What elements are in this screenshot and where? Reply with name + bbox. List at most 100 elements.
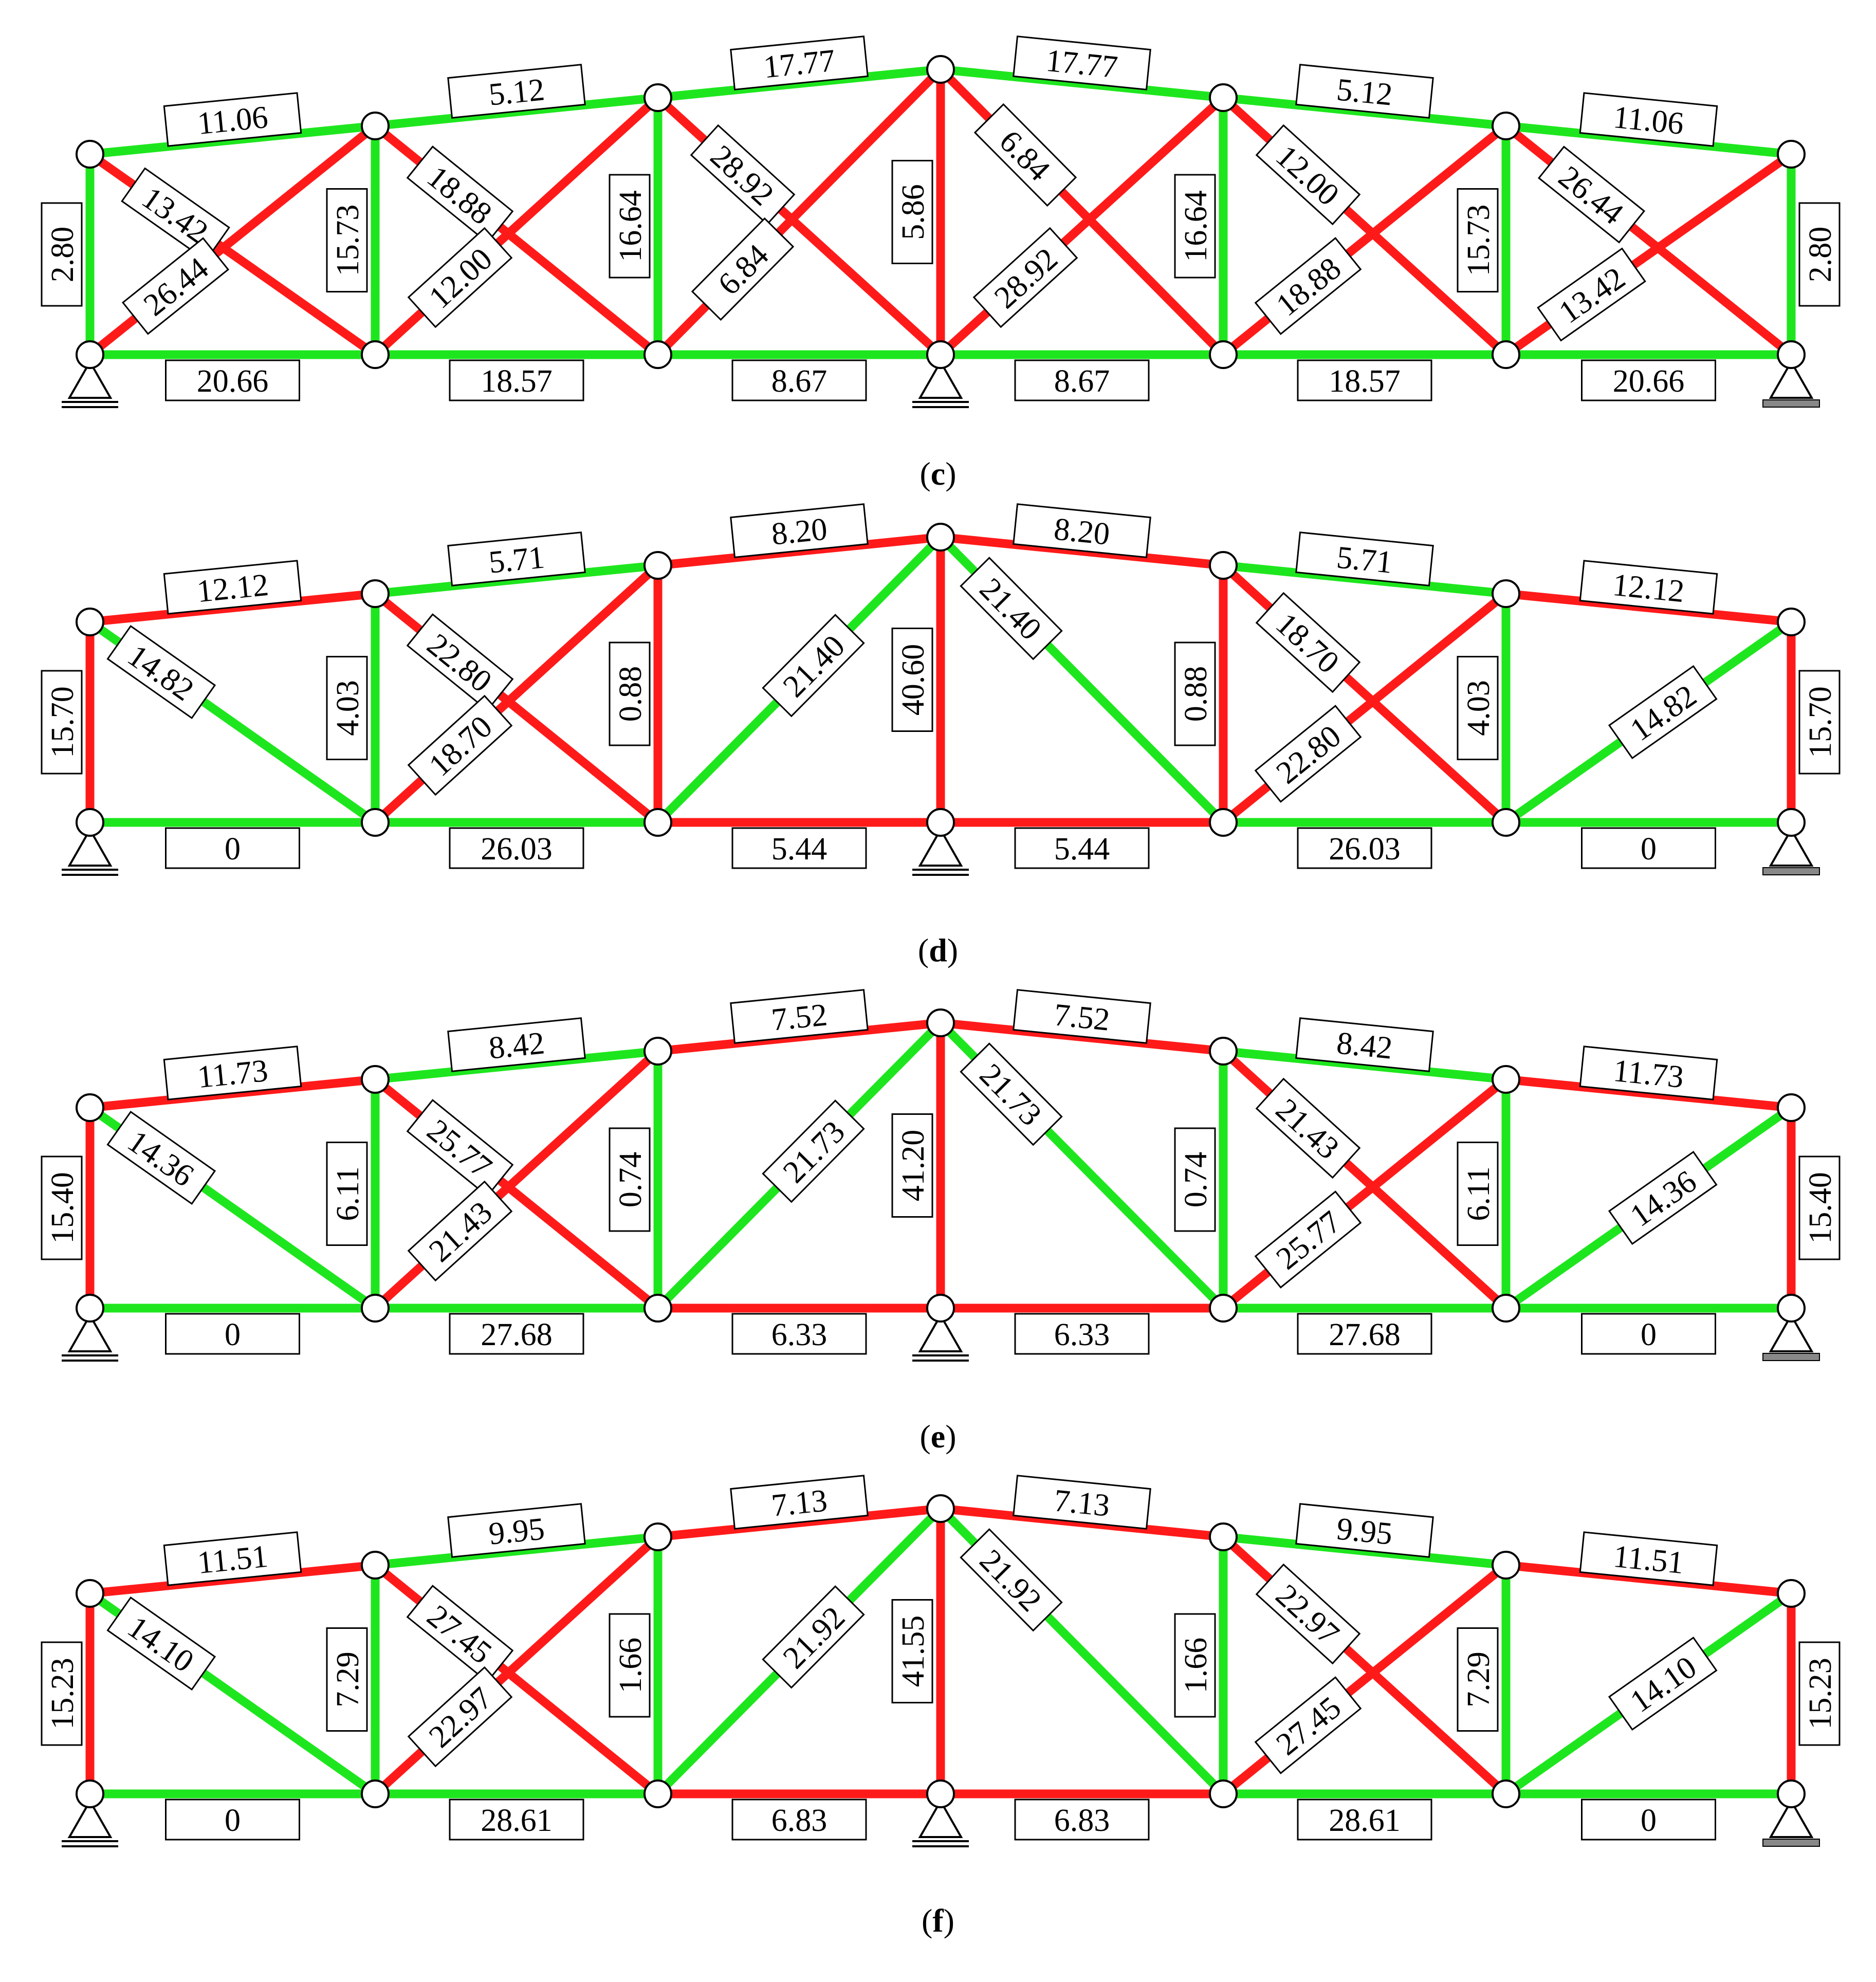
- diag-down-1-label-box: [121, 167, 230, 262]
- bottom-chord-4-label-box: [1014, 827, 1150, 869]
- support-hatch: [1762, 1353, 1820, 1361]
- top-chord-1-label: 11.51: [163, 1531, 302, 1586]
- support-roller-3: [1762, 1313, 1820, 1361]
- diag-up-3-label: 21.92: [762, 1585, 865, 1689]
- top-chord-1-label: 11.06: [163, 92, 302, 147]
- bottom-chord-5-label: 18.57: [1297, 359, 1432, 401]
- diag-down-5-label-box: [1255, 1077, 1361, 1179]
- diag-down-4-label-box: [960, 1528, 1063, 1632]
- vertical-5-label-box: [1174, 641, 1216, 746]
- joint-node: [361, 340, 390, 369]
- support-pin-2: [912, 827, 969, 876]
- top-chord-3-value: 7.52: [770, 997, 829, 1037]
- bottom-chord-4-value: 6.33: [1054, 1317, 1110, 1352]
- diag-up-4-label-box: [972, 227, 1078, 328]
- top-chord-6-value: 11.73: [1612, 1053, 1685, 1095]
- joint-node: [1777, 1779, 1806, 1808]
- support-hatch: [1762, 1839, 1820, 1847]
- diag-up-5-label-box: [1254, 705, 1362, 803]
- support-pin-2: [912, 1313, 969, 1362]
- bottom-chord-6-label: 20.66: [1581, 359, 1716, 401]
- caption-c-letter: c: [930, 455, 946, 492]
- diag-down-4-label: 6.84: [973, 103, 1077, 207]
- vertical-7-value: 15.23: [1803, 1658, 1838, 1730]
- bottom-chord-2-label-box: [449, 827, 584, 869]
- diag-up-4-label: 28.92: [972, 227, 1078, 328]
- joint-node: [1777, 1093, 1806, 1122]
- bottom-chord-4-value: 5.44: [1054, 832, 1110, 867]
- diag-up-2-label-box: [407, 1666, 513, 1768]
- bottom-chord-2-value: 27.68: [481, 1317, 553, 1352]
- bottom-chord-1-value: 0: [225, 1803, 241, 1838]
- joint-node: [926, 1494, 955, 1523]
- support-roller-3: [1762, 827, 1820, 875]
- vertical-5-label-box: [1174, 1127, 1216, 1232]
- top-chord-4-label: 17.77: [1013, 35, 1151, 90]
- vertical-1-label-box: [41, 202, 83, 307]
- top-chord-5-label: 5.12: [1295, 64, 1434, 119]
- bottom-chord-5-label-box: [1297, 1313, 1432, 1355]
- vertical-7-label: 15.70: [1798, 670, 1841, 775]
- diag-up-5-label: 25.77: [1254, 1190, 1362, 1289]
- support-triangle: [1769, 1799, 1814, 1838]
- diag-down-2-label: 25.77: [406, 1099, 514, 1197]
- top-chord-1-value: 11.51: [196, 1539, 269, 1581]
- diag-down-4-label: 21.40: [960, 557, 1063, 660]
- diag-up-3-label: 21.73: [762, 1099, 865, 1203]
- top-chord-1-label-box: [163, 92, 302, 147]
- caption-d-letter: d: [929, 932, 947, 968]
- diag-down-4-label-box: [960, 1042, 1063, 1146]
- vertical-5-value: 16.64: [1179, 190, 1213, 262]
- bottom-chord-6-label: 0: [1581, 1799, 1716, 1841]
- diag-down-2-label-box: [406, 145, 514, 244]
- diag-up-2-label: 22.97: [407, 1666, 513, 1768]
- vertical-2-value: 7.29: [330, 1651, 365, 1708]
- bottom-chord-3-value: 6.83: [771, 1803, 827, 1838]
- top-chord-3-value: 8.20: [770, 511, 829, 552]
- bottom-chord-4-label: 6.83: [1014, 1799, 1150, 1841]
- joint-node: [361, 1065, 390, 1094]
- bottom-chord-5-label: 28.61: [1297, 1799, 1432, 1841]
- bottom-chord-6-value: 0: [1641, 832, 1657, 867]
- vertical-5-value: 0.88: [1179, 666, 1213, 722]
- support-triangle: [918, 359, 963, 399]
- vertical-1-label-box: [41, 1155, 83, 1260]
- diag-down-2-label-box: [406, 1585, 514, 1683]
- bottom-chord-3-label: 6.33: [731, 1313, 867, 1355]
- top-chord-6-value: 12.12: [1611, 567, 1686, 609]
- vertical-1-value: 15.23: [45, 1658, 80, 1730]
- support-roller-3: [1762, 359, 1820, 408]
- diag-up-6-label: 14.82: [1608, 665, 1718, 759]
- vertical-6-label: 7.29: [1457, 1627, 1499, 1732]
- support-triangle: [918, 1313, 963, 1352]
- top-chord-3-value: 7.13: [770, 1483, 829, 1523]
- bottom-chord-1-value: 0: [225, 832, 241, 867]
- support-pin-1: [62, 1313, 118, 1362]
- diag-down-2-label: 22.80: [406, 613, 514, 711]
- top-chord-6-label: 11.06: [1579, 92, 1718, 147]
- support-triangle: [1769, 827, 1814, 867]
- top-chord-4-value: 7.52: [1052, 997, 1111, 1037]
- bottom-chord-6-label-box: [1581, 1313, 1716, 1355]
- top-chord-2-label: 8.42: [447, 1017, 586, 1072]
- diag-down-1-label: 14.82: [106, 625, 216, 719]
- diag-down-1-label: 14.10: [106, 1596, 216, 1691]
- vertical-6-label: 6.11: [1457, 1142, 1499, 1246]
- diag-down-2-label: 18.88: [406, 145, 514, 244]
- top-chord-6-label-box: [1579, 1045, 1718, 1100]
- vertical-4-label-box: [891, 1599, 933, 1703]
- diag-down-5-label-box: [1255, 592, 1361, 693]
- top-chord-2-value: 9.95: [487, 1511, 546, 1551]
- diag-up-6-label-box: [1608, 1151, 1718, 1245]
- vertical-7-label: 15.40: [1798, 1155, 1841, 1260]
- bottom-chord-6-label-box: [1581, 1799, 1716, 1841]
- top-chord-4-label-box: [1013, 989, 1151, 1044]
- vertical-3-label-box: [609, 174, 651, 279]
- bottom-chord-2-value: 26.03: [481, 832, 553, 867]
- support-triangle: [918, 1799, 963, 1838]
- vertical-3-label-box: [609, 1127, 651, 1232]
- diag-down-6-label-box: [1537, 145, 1646, 244]
